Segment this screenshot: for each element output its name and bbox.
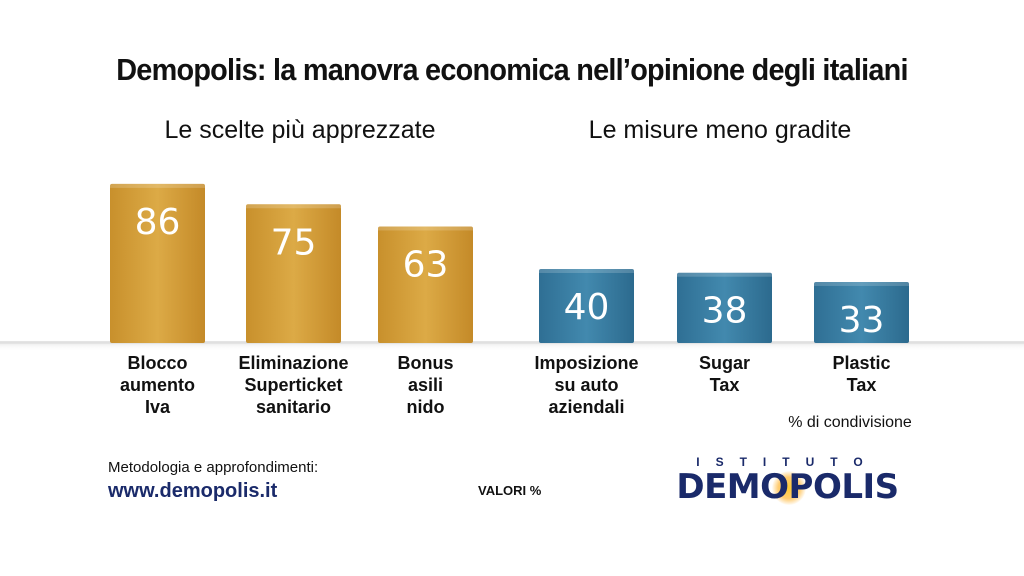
logo-glow xyxy=(772,471,806,505)
category-label: nido xyxy=(407,397,445,417)
category-label: Iva xyxy=(145,397,171,417)
bar-value-label: 33 xyxy=(839,300,885,341)
category-label: su auto xyxy=(554,375,618,395)
group-title-left: Le scelte più apprezzate xyxy=(164,116,436,144)
values-note: VALORI % xyxy=(478,483,542,498)
logo-top-text: ISTITUTO xyxy=(696,455,879,469)
bar-highlight xyxy=(677,272,772,277)
bar-value-label: 40 xyxy=(564,287,610,328)
bar-disliked-1 xyxy=(539,269,634,343)
chart-title: Demopolis: la manovra economica nell’opi… xyxy=(116,52,908,87)
category-label: Tax xyxy=(710,375,740,395)
bar-highlight xyxy=(246,204,341,209)
bar-highlight xyxy=(814,281,909,286)
bar-value-label: 38 xyxy=(702,291,748,332)
category-label: Bonus xyxy=(398,353,454,373)
bar-disliked-3 xyxy=(814,281,909,343)
bar-disliked-2 xyxy=(677,272,772,343)
category-label: Sugar xyxy=(699,353,750,373)
category-label: Imposizione xyxy=(534,353,638,373)
demopolis-logo: ISTITUTO DEMOPOLIS xyxy=(655,455,920,507)
bar-value-label: 63 xyxy=(403,244,449,285)
website-link[interactable]: www.demopolis.it xyxy=(108,480,278,502)
bar-highlight xyxy=(110,183,205,188)
bar-approved-2 xyxy=(246,204,341,343)
category-label: sanitario xyxy=(256,397,331,417)
category-label: aziendali xyxy=(548,397,624,417)
category-label: asili xyxy=(408,375,443,395)
bar-value-label: 86 xyxy=(135,202,181,243)
bar-approved-3 xyxy=(378,226,473,343)
category-label: Superticket xyxy=(244,375,342,395)
category-label: Eliminazione xyxy=(238,353,348,373)
category-label: Blocco xyxy=(127,353,187,373)
category-label: Tax xyxy=(847,375,877,395)
methodology-label: Metodologia e approfondimenti: xyxy=(108,459,319,476)
category-label: aumento xyxy=(120,375,195,395)
logo-main-text: DEMOPOLIS xyxy=(676,467,899,507)
bar-value-label: 75 xyxy=(271,222,317,263)
chart-baseline xyxy=(0,341,1024,351)
unit-note: % di condivisione xyxy=(788,414,912,431)
bar-highlight xyxy=(539,269,634,273)
group-title-right: Le misure meno gradite xyxy=(588,116,852,144)
bar-highlight xyxy=(378,226,473,231)
category-label: Plastic xyxy=(832,353,890,373)
bar-approved-1 xyxy=(110,183,205,343)
